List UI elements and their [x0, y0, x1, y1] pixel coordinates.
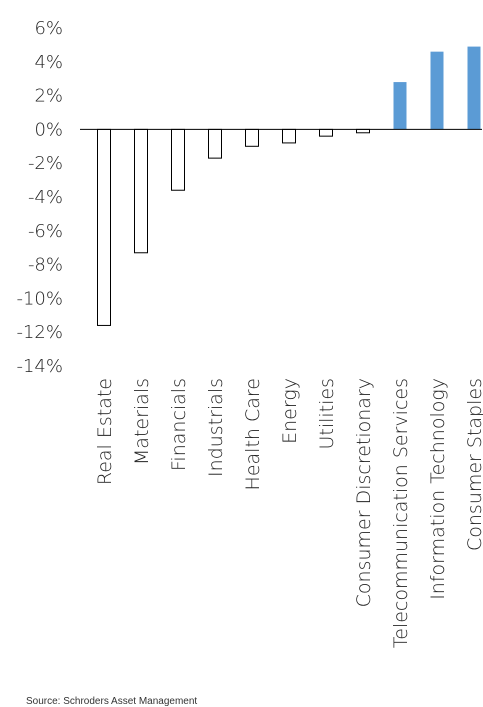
y-axis-tick-labels: 6% 4% 2% 0% -2% -4% -6% -8% -10% -12% -14%: [16, 18, 63, 377]
category-label: Telecommunication Services: [390, 378, 412, 648]
bar-consumer-staples: [467, 46, 481, 130]
bar-telecommunication-services: [393, 82, 407, 130]
y-tick-label: 0%: [34, 119, 63, 140]
bar-consumer-discretionary: [356, 128, 370, 134]
y-tick-label: -14%: [16, 356, 63, 377]
category-label: Materials: [131, 378, 153, 465]
y-tick-label: 2%: [34, 86, 63, 107]
y-tick-label: -4%: [28, 187, 63, 208]
category-labels: Real Estate Materials Financials Industrial…: [94, 378, 483, 648]
y-tick-label: -2%: [28, 153, 63, 174]
y-tick-label: -10%: [16, 288, 63, 309]
category-label: Real Estate: [94, 378, 116, 485]
category-label: Industrials: [205, 378, 227, 477]
bars: [97, 46, 481, 326]
source-note: Source: Schroders Asset Management: [26, 696, 198, 707]
bar-utilities: [319, 128, 333, 137]
category-label: Information Technology: [427, 378, 449, 600]
category-label: Financials: [168, 378, 190, 471]
bar-energy: [282, 128, 296, 144]
category-label: Energy: [279, 378, 301, 444]
y-tick-label: 6%: [34, 18, 63, 39]
category-label: Consumer Discretionary: [353, 378, 375, 607]
y-tick-label: -12%: [16, 322, 63, 343]
y-tick-label: -8%: [28, 255, 63, 276]
y-tick-label: -6%: [28, 221, 63, 242]
bar-real-estate: [97, 128, 111, 326]
category-label: Health Care: [242, 378, 264, 490]
bar-information-technology: [430, 51, 444, 130]
category-label: Utilities: [316, 378, 338, 450]
bar-industrials: [208, 128, 222, 159]
bar-materials: [134, 128, 148, 254]
bar-health-care: [245, 128, 259, 147]
bar-financials: [171, 128, 185, 191]
category-label: Consumer Staples: [464, 378, 483, 551]
y-tick-label: 4%: [34, 52, 63, 73]
